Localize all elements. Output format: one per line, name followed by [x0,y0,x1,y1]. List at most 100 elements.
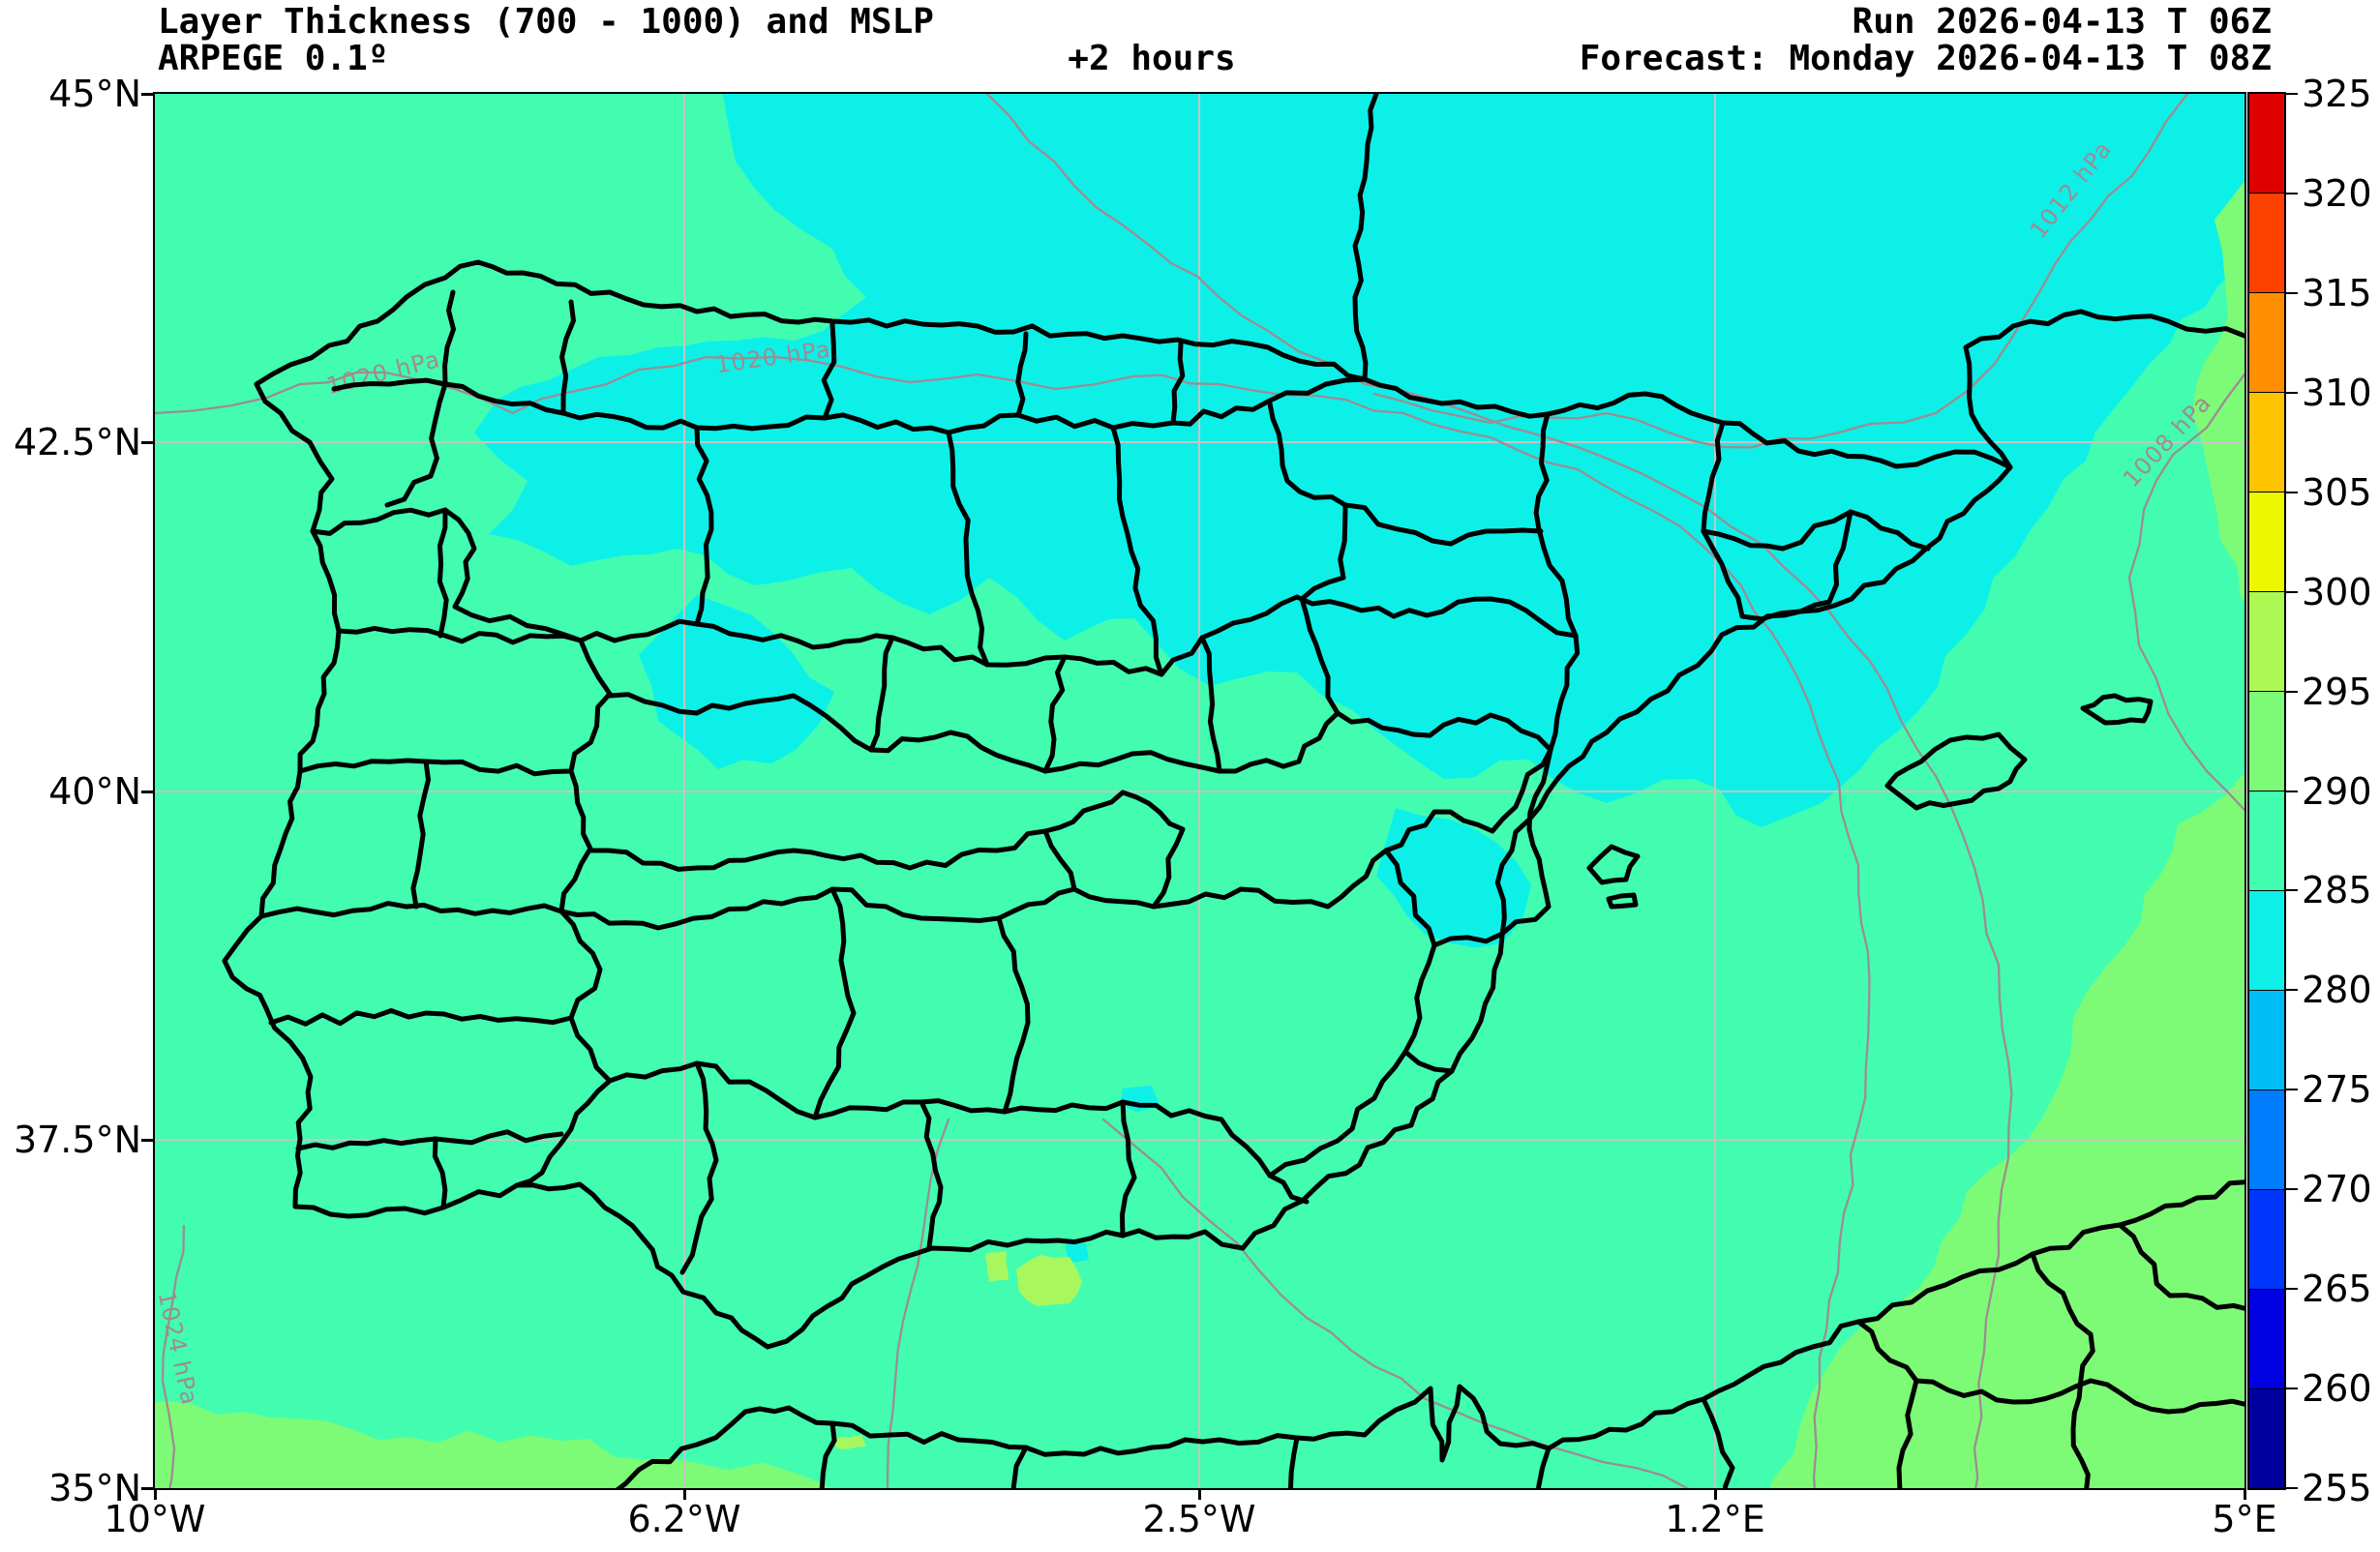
colorbar-band [2249,193,2284,292]
field-280-285-speck [1065,1243,1089,1263]
lead-time-label: +2 hours [1068,39,1236,78]
isobar-1024 [161,1224,186,1488]
isobar-unlabeled [1101,1118,1690,1488]
border-portugal-district [295,1129,564,1151]
border-north-africa [2117,1222,2244,1311]
colorbar-band [2249,1189,2284,1289]
colorbar-tick [2286,291,2298,294]
border-spain-province [1335,710,1553,753]
y-axis-tick [141,791,153,793]
border-spain-province [996,915,1031,1115]
field-295-300-patch [985,1251,1009,1282]
border-spain-province [1797,509,1853,614]
x-axis-label: 1.2°E [1665,1498,1765,1540]
border-spain-province [946,430,990,668]
colorbar-tick [2286,690,2298,693]
model-label: ARPEGE 0.1º [158,39,389,78]
colorbar-tick-label: 290 [2302,769,2372,813]
colorbar-band [2249,791,2284,890]
y-axis-tick [141,441,153,444]
border-spain-province [821,321,837,421]
isobar-unlabeled [886,1118,950,1488]
border-spain-province [559,299,576,416]
y-axis-label: 40°N [48,770,141,813]
isobar-1008 [2127,373,2244,812]
border-spain-province [1267,1173,1310,1205]
border-spain-province [1299,575,1346,716]
colorbar-tick-label: 310 [2302,371,2372,414]
run-label: Run 2026-04-13 T 06Z [1852,2,2272,42]
colorbar-tick-label: 305 [2302,470,2372,514]
colorbar-tick [2286,889,2298,892]
colorbar [2247,92,2286,1490]
isobar-1020 [155,355,1871,1488]
colorbar-tick-label: 295 [2302,670,2372,713]
colorbar-band [2249,591,2284,691]
border-spain-province [1110,425,1164,677]
border-spain-province [1042,654,1068,774]
map-plot-area: 1020 hPa 1020 hPa 1012 hPa 1008 hPa 1024 hPa [153,92,2246,1490]
colorbar-band [2249,890,2284,990]
border-spain-province [1151,747,1553,910]
coastline-north-africa [616,1179,2244,1488]
field-295-300-patch [832,1435,866,1449]
border-portugal-district [297,758,574,777]
colorbar-tick-label: 260 [2302,1367,2372,1411]
colorbar-tick [2286,491,2298,493]
border-north-africa [2030,1251,2095,1488]
border-north-africa [1855,1319,1919,1488]
colorbar-tick [2286,1388,2298,1390]
colorbar-tick-label: 300 [2302,570,2372,613]
colorbar-tick [2286,590,2298,593]
colorbar-tick-label: 265 [2302,1268,2372,1311]
field-290-295-southwest [155,1401,830,1488]
colorbar-tick-label: 315 [2302,271,2372,314]
colorbar-tick-label: 275 [2302,1068,2372,1112]
border-north-africa [1913,1378,2244,1415]
border-spain-portugal [310,507,613,1188]
colorbar-band [2249,990,2284,1089]
x-axis-label: 6.2°W [627,1498,741,1540]
border-spain-province [607,692,1341,774]
border-spain-province [1042,790,1186,910]
border-spain-province [1015,331,1029,418]
border-spain-province [1294,594,1579,639]
border-portugal-district [410,759,431,910]
border-spain-province [1119,1099,1137,1239]
colorbar-band [2249,392,2284,492]
border-spain-province [1431,931,1505,948]
border-spain-province [384,381,448,508]
border-spain-province [331,377,566,416]
field-295-300-patch [1016,1255,1082,1306]
y-axis-label: 45°N [48,73,141,115]
colorbar-tick-label: 270 [2302,1168,2372,1211]
colorbar-band [2249,691,2284,791]
field-280-285-north [474,94,2244,827]
border-north-africa [1536,1446,1552,1488]
colorbar-tick-label: 255 [2302,1467,2372,1509]
coastline-ibiza [1586,844,1641,885]
colorbar-tick-label: 280 [2302,969,2372,1012]
colorbar-tick [2286,192,2298,194]
border-spain-province [442,289,456,387]
border-spain-province [1383,848,1437,1055]
border-portugal-district [437,507,449,639]
border-spain-province [1533,411,1581,753]
colorbar-band [2249,94,2284,193]
y-axis-tick [141,93,153,96]
border-portugal-district [268,1008,574,1027]
border-spain-province [578,594,1300,677]
colorbar-band [2249,292,2284,392]
border-spain-province [1342,502,1544,547]
coastline-menorca [2080,693,2154,726]
colorbar-tick [2286,790,2298,792]
coastline-iberia-france [222,94,2244,1350]
border-portugal-district [432,1136,448,1210]
border-spain-province [1267,401,1348,581]
border-spain-province [1402,1049,1455,1074]
colorbar-tick [2286,1288,2298,1291]
border-spain-province [1701,420,1803,622]
colorbar-tick [2286,989,2298,992]
page-title: Layer Thickness (700 - 1000) and MSLP [158,2,934,42]
